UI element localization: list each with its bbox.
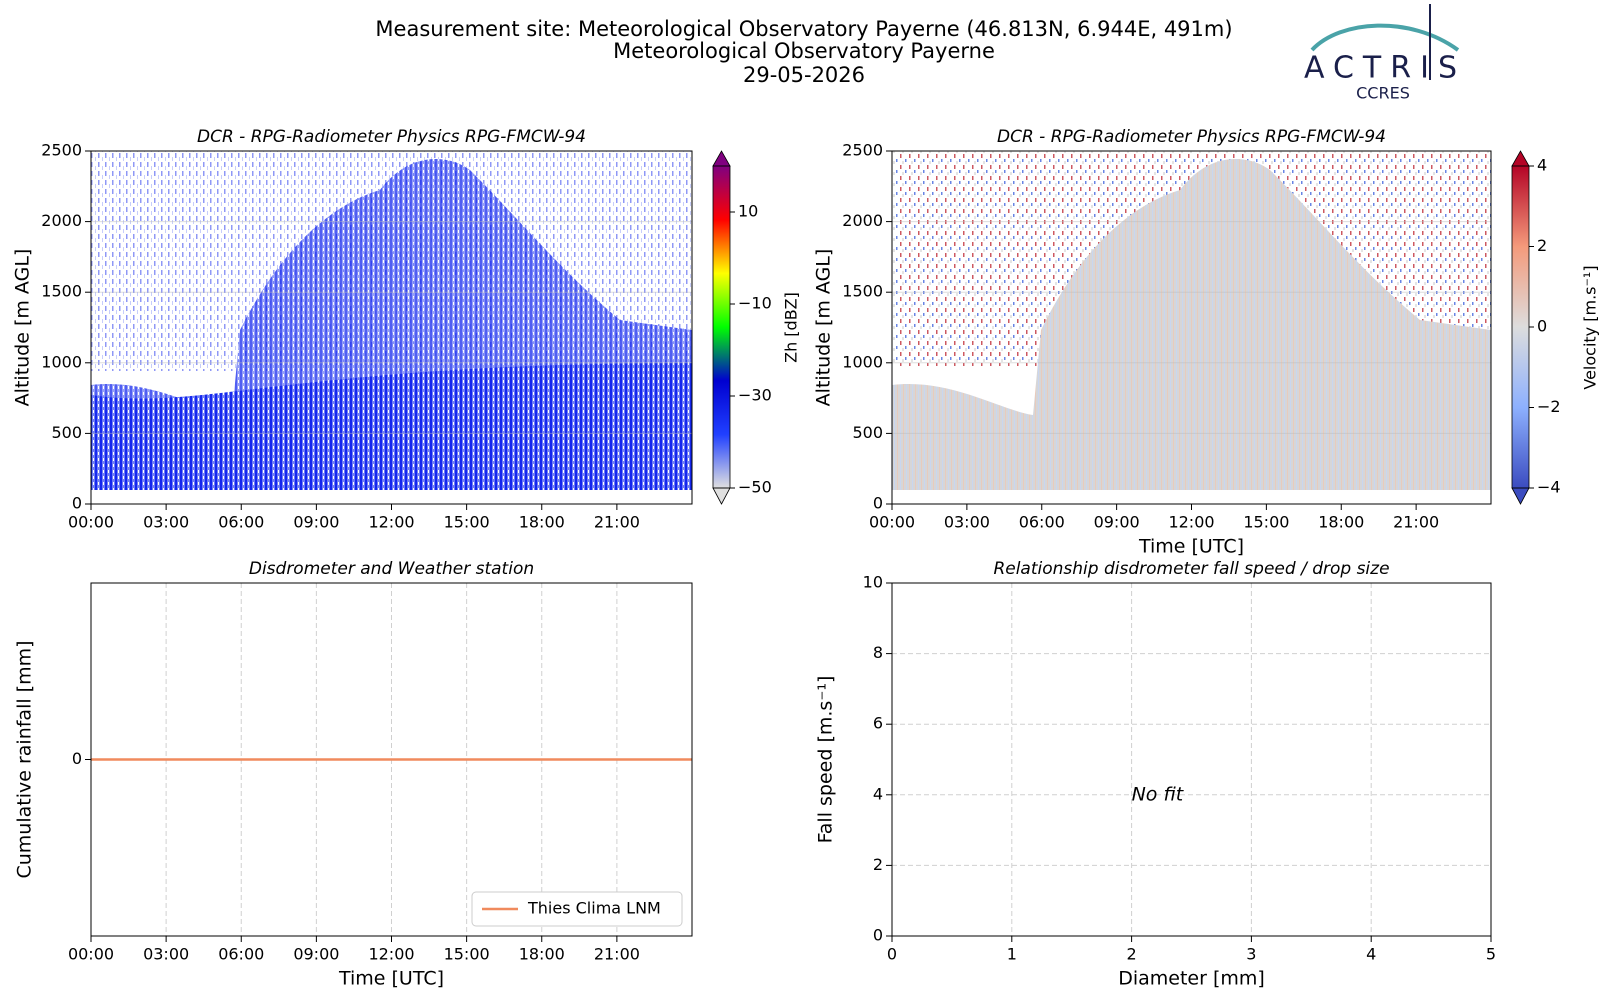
colorbar-extend [712, 150, 731, 167]
x-tick-label: 15:00 [444, 513, 490, 532]
x-tick-label: 5 [1486, 945, 1496, 964]
colorbar-tick-label: −30 [738, 386, 772, 405]
x-tick-label: 21:00 [594, 945, 640, 964]
x-axis-label: Time [UTC] [338, 968, 444, 990]
logo-text: ACTRIS [1304, 51, 1466, 86]
texture [91, 363, 692, 490]
x-tick-label: 12:00 [368, 945, 414, 964]
colorbar-tick-label: −50 [738, 478, 772, 497]
y-tick-label: 2500 [842, 141, 883, 160]
x-tick-label: 12:00 [368, 513, 414, 532]
header-line: Meteorological Observatory Payerne [613, 39, 995, 63]
x-tick-label: 3 [1246, 945, 1256, 964]
logo-arc [1310, 23, 1460, 52]
y-tick-label: 0 [873, 494, 883, 513]
colorbar-tick-label: −2 [1537, 397, 1561, 416]
x-tick-label: 21:00 [1393, 513, 1439, 532]
x-tick-label: 00:00 [68, 513, 114, 532]
texture [892, 158, 1491, 490]
panel-title: Disdrometer and Weather station [249, 559, 534, 579]
x-tick-label: 00:00 [68, 945, 114, 964]
x-tick-label: 18:00 [519, 513, 565, 532]
colorbar-tick-label: −4 [1537, 478, 1561, 497]
logo-subtext: CCRES [1356, 84, 1410, 103]
colorbar-label: Velocity [m.s⁻¹] [1581, 265, 1600, 389]
header-line: 29-05-2026 [743, 63, 865, 87]
x-tick-label: 00:00 [869, 513, 915, 532]
x-axis-label: Time [UTC] [1138, 536, 1244, 558]
velocity-texture [892, 151, 1491, 490]
colorbar-extend [712, 487, 731, 505]
x-axis-label: Diameter [mm] [1118, 968, 1265, 990]
colorbar-tick-label: 0 [1537, 317, 1547, 336]
x-tick-label: 09:00 [1094, 513, 1140, 532]
x-tick-label: 0 [887, 945, 897, 964]
colorbar-tick-label: 2 [1537, 236, 1547, 255]
x-tick-label: 03:00 [944, 513, 990, 532]
y-tick-label: 1000 [842, 352, 883, 371]
x-tick-label: 15:00 [444, 945, 490, 964]
reflectivity-texture [91, 151, 692, 490]
colorbar-frame [712, 165, 731, 489]
x-tick-label: 4 [1366, 945, 1376, 964]
x-tick-label: 03:00 [143, 513, 189, 532]
plot-frame [891, 150, 1492, 505]
x-tick-label: 06:00 [218, 945, 264, 964]
y-axis-label: Altitude [m AGL] [813, 249, 835, 407]
y-tick-label: 2000 [842, 211, 883, 230]
y-tick-label: 1000 [41, 352, 82, 371]
y-tick-label: 0 [873, 926, 883, 945]
x-tick-label: 06:00 [1019, 513, 1065, 532]
y-tick-label: 500 [51, 423, 82, 442]
panel-title: DCR - RPG-Radiometer Physics RPG-FMCW-94 [197, 127, 586, 147]
logo: ACTRIS CCRES [1304, 4, 1466, 103]
plot-frame [90, 582, 693, 937]
colorbar-extend [1511, 150, 1530, 167]
x-tick-label: 18:00 [519, 945, 565, 964]
x-tick-label: 09:00 [293, 945, 339, 964]
y-tick-label: 0 [72, 494, 82, 513]
y-axis-label: Fall speed [m.s⁻¹] [815, 676, 837, 844]
y-tick-label: 2 [873, 855, 883, 874]
header-line: Measurement site: Meteorological Observa… [375, 17, 1232, 41]
colorbar-tick-label: 10 [738, 202, 758, 221]
x-tick-label: 21:00 [594, 513, 640, 532]
y-tick-label: 1500 [41, 282, 82, 301]
y-tick-label: 2000 [41, 211, 82, 230]
y-axis-label: Altitude [m AGL] [12, 249, 34, 407]
colorbar-tick-label: 4 [1537, 156, 1547, 175]
y-tick-label: 10 [863, 573, 883, 592]
colorbar-tick-label: −10 [738, 294, 772, 313]
plot-frame [90, 150, 693, 505]
header: Measurement site: Meteorological Observa… [375, 17, 1232, 87]
x-tick-label: 09:00 [293, 513, 339, 532]
x-tick-label: 06:00 [218, 513, 264, 532]
colorbar-extend [1511, 487, 1530, 505]
y-tick-label: 2500 [41, 141, 82, 160]
y-tick-label: 1500 [842, 282, 883, 301]
x-tick-label: 18:00 [1318, 513, 1364, 532]
panel-title: Relationship disdrometer fall speed / dr… [993, 559, 1389, 579]
x-tick-label: 12:00 [1168, 513, 1214, 532]
colorbar [1512, 166, 1529, 488]
legend-box [471, 891, 683, 927]
y-tick-label: 6 [873, 714, 883, 733]
colorbar-label: Zh [dBZ] [782, 292, 801, 363]
y-tick-label: 0 [72, 749, 82, 768]
y-tick-label: 500 [852, 423, 883, 442]
annotation: No fit [1132, 783, 1185, 805]
colorbar [713, 166, 730, 488]
y-tick-label: 4 [873, 784, 883, 803]
plot-frame [891, 582, 1492, 937]
x-tick-label: 03:00 [143, 945, 189, 964]
x-tick-label: 2 [1127, 945, 1137, 964]
y-tick-label: 8 [873, 643, 883, 662]
legend-label: Thies Clima LNM [527, 899, 661, 918]
panel-title: DCR - RPG-Radiometer Physics RPG-FMCW-94 [997, 127, 1386, 147]
x-tick-label: 15:00 [1243, 513, 1289, 532]
x-tick-label: 1 [1007, 945, 1017, 964]
y-axis-label: Cumulative rainfall [mm] [14, 640, 36, 878]
